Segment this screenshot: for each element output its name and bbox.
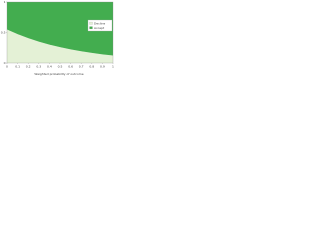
x-tick-label: 0.6 xyxy=(68,65,73,69)
legend-label: Accept xyxy=(94,26,105,30)
x-tick-label: 0.4 xyxy=(47,65,52,69)
area xyxy=(7,29,113,63)
x-tick-label: 0.2 xyxy=(26,65,31,69)
legend-swatch xyxy=(89,26,93,30)
y-tick-label: 0 xyxy=(4,61,6,65)
x-tick-label: 0.3 xyxy=(36,65,41,69)
x-tick-label: 0.1 xyxy=(15,65,20,69)
x-tick-label: 0.9 xyxy=(100,65,105,69)
x-tick-label: 1 xyxy=(112,65,114,69)
x-tick-label: 0.5 xyxy=(58,65,63,69)
y-tick-label: 1 xyxy=(4,0,6,4)
area xyxy=(7,2,113,56)
x-tick-label: 0.7 xyxy=(79,65,84,69)
legend-box xyxy=(87,19,113,32)
x-tick-label: 0 xyxy=(6,65,8,69)
x-tick-label: 0.8 xyxy=(89,65,94,69)
y-tick-label: 0.5 xyxy=(1,31,6,35)
x-axis-label: Weighted probability of outcome xyxy=(34,72,83,76)
legend-swatch xyxy=(89,21,93,25)
chart: Weighted probability of outcome 0 0.5 1 0 0.… xyxy=(1,0,114,76)
legend-label: Decline xyxy=(94,21,105,25)
